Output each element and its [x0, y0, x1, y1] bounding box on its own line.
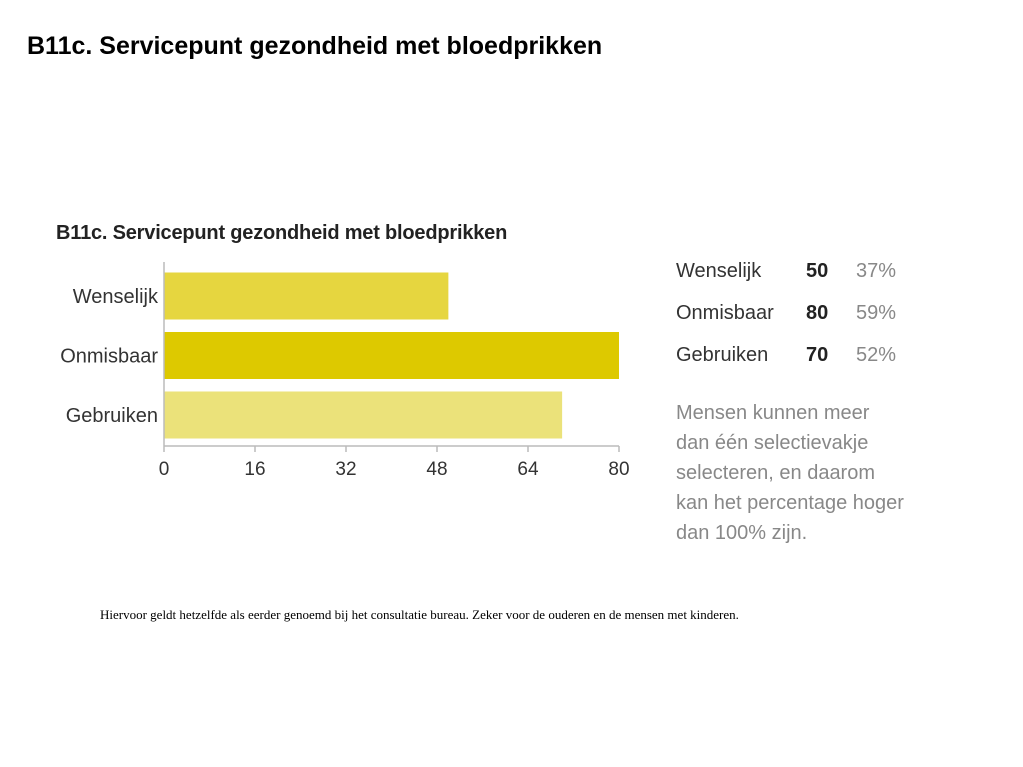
summary-percent: 59% [856, 301, 897, 324]
summary-label: Wenselijk [676, 259, 762, 282]
summary-count: 80 [806, 301, 829, 324]
bar-wenselijk [164, 272, 449, 320]
summary-row: Gebruiken 70 52% [676, 334, 896, 376]
summary-row: Onmisbaar 80 59% [676, 292, 896, 334]
x-tick-label: 64 [517, 459, 539, 480]
summary-count: 70 [806, 343, 829, 366]
summary-table: Wenselijk 50 37% Onmisbaar 80 59% Gebrui… [676, 250, 896, 376]
bar-onmisbaar [164, 332, 619, 379]
category-label: Wenselijk [73, 286, 159, 308]
x-tick-label: 16 [244, 459, 265, 480]
category-label: Gebruiken [66, 405, 158, 427]
category-label: Onmisbaar [60, 346, 158, 368]
x-tick-label: 48 [426, 459, 447, 480]
summary-percent: 52% [856, 343, 897, 366]
x-tick-label: 32 [335, 459, 356, 480]
summary-percent: 37% [856, 259, 897, 282]
summary-row: Wenselijk 50 37% [676, 250, 896, 292]
slide-title: B11c. Servicepunt gezondheid met bloedpr… [27, 32, 603, 60]
summary-label: Gebruiken [676, 343, 769, 366]
multi-select-note: Mensen kunnen meer dan één selectievakje… [676, 402, 904, 544]
footnote: Hiervoor geldt hetzelfde als eerder geno… [100, 607, 739, 622]
summary-count: 50 [806, 259, 829, 282]
x-tick-label: 80 [608, 459, 629, 480]
chart-title: B11c. Servicepunt gezondheid met bloedpr… [56, 222, 508, 244]
summary-label: Onmisbaar [676, 301, 774, 324]
x-tick-label: 0 [159, 459, 170, 480]
bar-gebruiken [164, 391, 563, 439]
